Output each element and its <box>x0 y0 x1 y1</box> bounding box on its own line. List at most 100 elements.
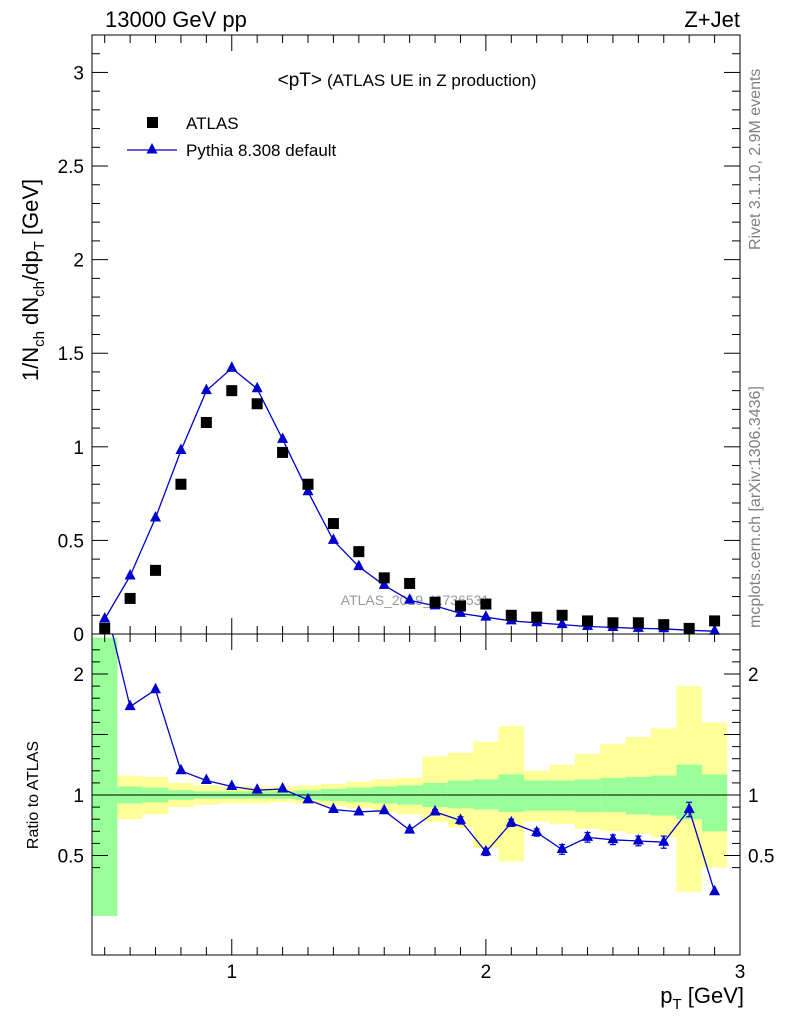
ratio-point <box>607 832 619 844</box>
ratio-panel: 0.5 0.5 1 1 2 2 1 2 3 Ratio to ATLAS pT [GeV] <box>25 594 775 1013</box>
pythia-point <box>454 606 466 617</box>
ratio-point <box>658 835 670 846</box>
atlas-point <box>531 611 543 623</box>
atlas-point <box>175 478 187 490</box>
pythia-point <box>353 559 365 571</box>
ratio-xtick-label: 2 <box>481 962 492 983</box>
ratio-point <box>378 803 390 815</box>
atlas-point <box>582 615 594 627</box>
pythia-point <box>709 624 721 635</box>
ratio-point <box>531 825 543 837</box>
main-ytick-label: 1.5 <box>58 344 84 365</box>
band-inner <box>447 780 474 809</box>
main-ytick-label: 2 <box>73 251 84 272</box>
main-title-main: <pT> <box>278 70 322 91</box>
atlas-point <box>99 622 111 634</box>
pythia-point <box>251 381 263 393</box>
mcplots-label: mcplots.cern.ch [arXiv:1306.3436] <box>747 386 764 628</box>
ratio-point <box>99 594 110 605</box>
pythia-point <box>175 443 187 455</box>
band-inner <box>625 776 652 815</box>
ratio-point <box>505 815 517 827</box>
atlas-point <box>378 572 390 584</box>
pythia-point <box>226 361 238 372</box>
pythia-point <box>480 610 492 621</box>
atlas-point <box>251 398 263 410</box>
main-ytick-label: 3 <box>73 63 84 84</box>
ratio-y-tick-labels: 0.5 0.5 1 1 2 2 <box>58 665 775 868</box>
atlas-point <box>200 416 212 428</box>
ratio-point <box>200 773 212 784</box>
atlas-point <box>429 596 441 608</box>
ratio-point <box>353 804 365 816</box>
ratio-point <box>709 884 721 896</box>
ratio-point <box>454 813 466 824</box>
atlas-point <box>302 478 314 490</box>
main-y-axis-label: 1/Nch dNch/dpT [GeV] <box>18 179 48 381</box>
main-ytick-label: 0 <box>73 625 84 646</box>
legend-label-pythia: Pythia 8.308 default <box>186 141 337 160</box>
pythia-point <box>200 383 212 395</box>
atlas-point <box>480 598 492 610</box>
rivet-version-label: Rivet 3.1.10, 2.9M events <box>747 69 764 250</box>
ratio-point <box>124 699 136 711</box>
atlas-point <box>226 385 238 397</box>
main-ytick-label: 0.5 <box>58 531 84 552</box>
pythia-point <box>302 484 314 496</box>
ratio-uncertainty-bands <box>92 637 728 916</box>
atlas-point <box>454 600 466 612</box>
ratio-y-axis-label: Ratio to ATLAS <box>25 741 42 849</box>
band-inner <box>498 774 524 812</box>
atlas-point <box>607 617 619 629</box>
pythia-point <box>99 612 111 623</box>
pythia-point <box>277 432 289 443</box>
main-title-sub: (ATLAS UE in Z production) <box>327 71 536 90</box>
ratio-point <box>150 682 162 694</box>
atlas-point <box>124 592 136 604</box>
ratio-point <box>226 779 238 791</box>
band-inner <box>473 779 499 810</box>
ratio-point <box>632 833 644 845</box>
ratio-ytick-label-right: 1 <box>748 786 759 807</box>
ratio-ytick-label: 0.5 <box>58 847 84 868</box>
atlas-point <box>277 446 289 458</box>
pythia-point <box>327 533 339 544</box>
ratio-xtick-label: 1 <box>226 962 237 983</box>
watermark-label: ATLAS_2019_I1736531 <box>341 592 490 608</box>
ratio-point <box>582 830 594 841</box>
ratio-ytick-label-right: 0.5 <box>748 847 774 868</box>
legend: ATLAS Pythia 8.308 default <box>127 114 337 160</box>
ratio-point <box>429 804 441 816</box>
ratio-series-mc <box>99 594 721 896</box>
main-axis-ticks <box>92 34 741 635</box>
atlas-point <box>150 564 162 576</box>
ratio-point <box>683 802 695 814</box>
pythia-point <box>124 568 136 580</box>
atlas-point <box>658 619 670 631</box>
band-inner <box>92 637 118 916</box>
svg-text:1/Nch dNch/dpT [GeV]: 1/Nch dNch/dpT [GeV] <box>18 179 48 381</box>
ratio-point <box>480 844 492 856</box>
band-inner <box>524 780 550 811</box>
ratio-axis-ticks <box>92 634 741 955</box>
ratio-ytick-label: 2 <box>73 665 84 686</box>
band-inner <box>549 780 575 811</box>
atlas-point <box>632 617 644 629</box>
header-right-label: Z+Jet <box>684 7 740 32</box>
ratio-point <box>556 842 568 853</box>
main-ytick-label: 1 <box>73 438 84 459</box>
main-y-tick-labels: 0 0.5 1 1.5 2 2.5 3 <box>58 63 84 646</box>
main-series-mc <box>99 361 721 635</box>
legend-marker-pythia <box>146 143 158 154</box>
x-axis-label: pT [GeV] <box>660 983 744 1013</box>
pythia-point <box>150 510 162 522</box>
ratio-point <box>404 823 416 834</box>
pythia-point <box>378 578 390 589</box>
atlas-point <box>683 622 695 634</box>
atlas-point <box>404 577 416 589</box>
pythia-point <box>404 593 416 604</box>
legend-label-atlas: ATLAS <box>186 114 239 133</box>
ratio-xtick-label: 3 <box>735 962 746 983</box>
ratio-x-tick-labels: 1 2 3 <box>226 962 745 983</box>
